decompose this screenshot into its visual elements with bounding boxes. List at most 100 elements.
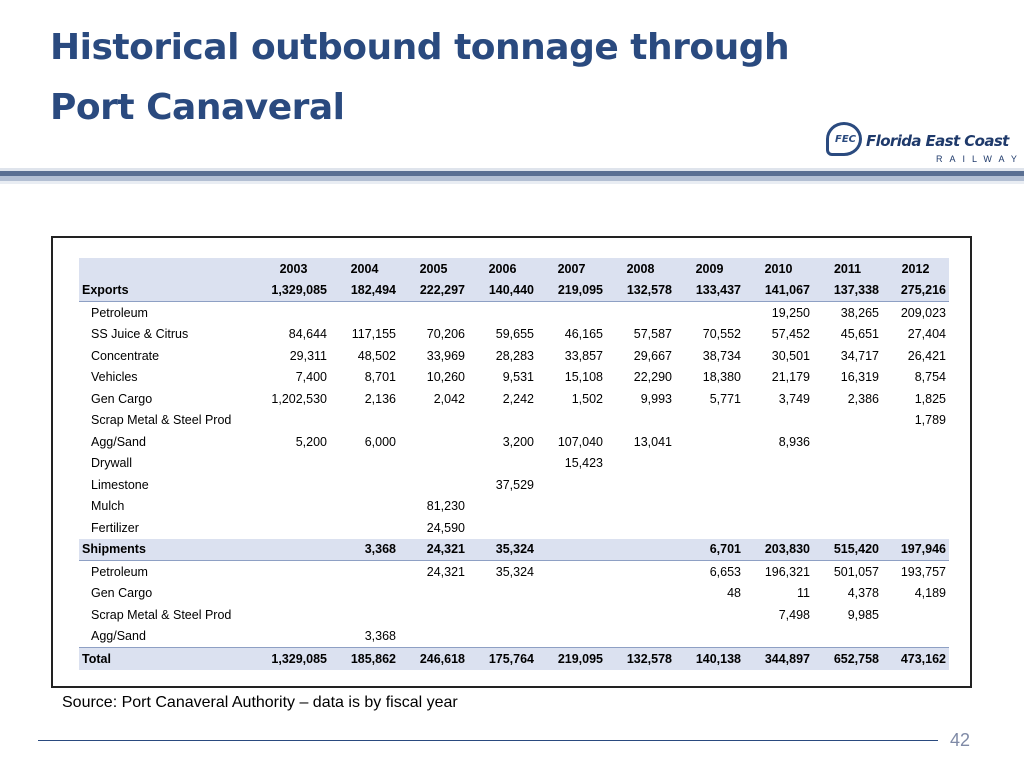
value-cell: 141,067 (744, 279, 813, 302)
value-cell: 515,420 (813, 538, 882, 561)
slide-title: Historical outbound tonnage through Port… (50, 18, 870, 138)
table-row: Petroleum 19,250 38,265 209,023 (79, 302, 949, 324)
fec-logo-icon: FEC (826, 122, 862, 156)
row-label: SS Juice & Citrus (91, 327, 189, 342)
value-cell: 70,206 (426, 327, 465, 342)
slide-title-line-2: Port Canaveral (50, 87, 345, 128)
value-cell (882, 431, 949, 453)
value-cell: 2,386 (847, 391, 879, 406)
value-cell: 29,311 (289, 348, 327, 363)
value-cell: 8,701 (364, 370, 396, 385)
source-note: Source: Port Canaveral Authority – data … (62, 694, 458, 711)
year-header: 2004 (330, 258, 399, 280)
footer-divider (38, 740, 938, 741)
value-cell: 28,283 (495, 348, 534, 363)
value-cell (399, 474, 468, 496)
value-cell (882, 517, 949, 539)
value-cell: 9,985 (847, 607, 879, 622)
value-cell: 38,734 (702, 348, 741, 363)
value-cell (257, 538, 330, 561)
value-cell (468, 626, 537, 648)
value-cell: 3,200 (502, 434, 534, 449)
total-row: Total 1,329,085 185,862 246,618 175,764 219,0… (79, 647, 949, 670)
value-cell: 175,764 (468, 647, 537, 670)
company-logo: FEC Florida East Coast RAILWAY (826, 122, 1022, 168)
value-cell (399, 626, 468, 648)
table-row: Agg/Sand 5,200 6,000 3,200 107,040 13,041 8,93… (79, 431, 949, 453)
value-cell: 9,993 (640, 391, 672, 406)
value-cell: 501,057 (833, 564, 879, 579)
value-cell: 48 (727, 586, 741, 601)
tonnage-table: 2003 2004 2005 2006 2007 2008 2009 2010 2011 2012… (79, 258, 949, 670)
value-cell: 107,040 (557, 434, 603, 449)
value-cell: 222,297 (399, 279, 468, 302)
value-cell (675, 474, 744, 496)
value-cell: 182,494 (330, 279, 399, 302)
value-cell (675, 302, 744, 324)
year-header: 2005 (399, 258, 468, 280)
value-cell: 30,501 (771, 348, 810, 363)
value-cell (257, 561, 330, 583)
value-cell: 33,969 (426, 348, 465, 363)
value-cell: 57,587 (633, 327, 672, 342)
value-cell: 652,758 (813, 647, 882, 670)
value-cell (882, 496, 949, 518)
value-cell (330, 410, 399, 432)
value-cell: 24,590 (426, 520, 465, 535)
value-cell (744, 517, 813, 539)
value-cell: 34,717 (840, 348, 879, 363)
value-cell (399, 604, 468, 626)
value-cell: 132,578 (606, 647, 675, 670)
value-cell: 46,165 (564, 327, 603, 342)
value-cell: 13,041 (633, 434, 672, 449)
value-cell (813, 410, 882, 432)
value-cell (537, 410, 606, 432)
row-label: Fertilizer (91, 520, 139, 535)
row-label: Vehicles (91, 370, 138, 385)
value-cell: 15,108 (564, 370, 603, 385)
value-cell (813, 517, 882, 539)
value-cell (257, 583, 330, 605)
table-row: Scrap Metal & Steel Prod 7,498 9,985 (79, 604, 949, 626)
value-cell (468, 604, 537, 626)
value-cell: 2,242 (502, 391, 534, 406)
page-number: 42 (950, 730, 971, 750)
table-row: Fertilizer 24,590 (79, 517, 949, 539)
year-header: 2010 (744, 258, 813, 280)
value-cell (257, 626, 330, 648)
value-cell (330, 517, 399, 539)
value-cell (257, 410, 330, 432)
value-cell: 185,862 (330, 647, 399, 670)
logo-company-subtitle: RAILWAY (936, 154, 1024, 164)
value-cell: 2,042 (433, 391, 465, 406)
table-row: Vehicles 7,400 8,701 10,260 9,531 15,108 22,29… (79, 367, 949, 389)
year-header: 2003 (257, 258, 330, 280)
value-cell: 24,321 (399, 538, 468, 561)
logo-company-name: Florida East Coast (866, 132, 1009, 150)
table-row: Gen Cargo 48 11 4,378 4,189 (79, 583, 949, 605)
value-cell (882, 604, 949, 626)
value-cell: 37,529 (495, 477, 534, 492)
value-cell: 2,136 (364, 391, 396, 406)
table-row: Concentrate 29,311 48,502 33,969 28,283 33,85… (79, 345, 949, 367)
value-cell (399, 583, 468, 605)
header-banner (0, 168, 1024, 184)
row-label: Petroleum (91, 305, 148, 320)
row-label: Agg/Sand (91, 629, 146, 644)
value-cell (813, 453, 882, 475)
value-cell (606, 604, 675, 626)
value-cell: 9,531 (502, 370, 534, 385)
value-cell (606, 410, 675, 432)
row-label: Limestone (91, 477, 149, 492)
value-cell (537, 302, 606, 324)
value-cell: 219,095 (537, 647, 606, 670)
row-label: Agg/Sand (91, 434, 146, 449)
value-cell: 344,897 (744, 647, 813, 670)
row-label: Scrap Metal & Steel Prod (91, 607, 232, 622)
value-cell (813, 496, 882, 518)
value-cell: 10,260 (426, 370, 465, 385)
value-cell (468, 583, 537, 605)
value-cell (606, 496, 675, 518)
value-cell (675, 410, 744, 432)
value-cell (744, 474, 813, 496)
